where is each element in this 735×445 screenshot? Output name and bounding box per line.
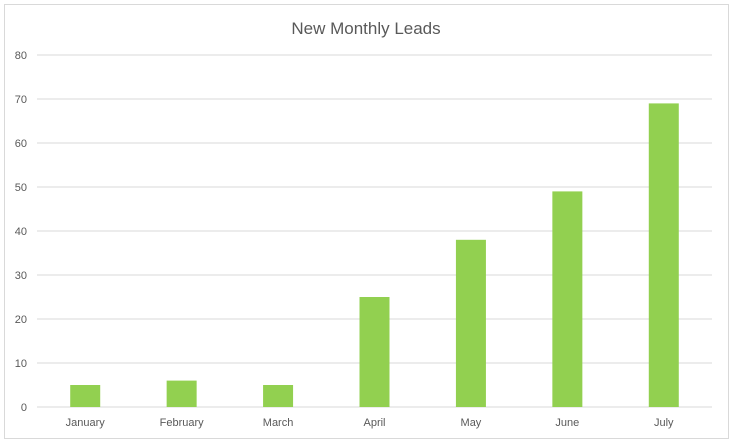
x-tick-label: July — [654, 417, 674, 429]
x-axis-ticks: January February March April May June July — [66, 417, 674, 429]
x-tick-label: June — [555, 417, 579, 429]
y-tick-label: 0 — [21, 402, 27, 414]
x-tick-label: March — [263, 417, 294, 429]
bar-february — [166, 380, 197, 407]
y-tick-label: 60 — [15, 138, 27, 150]
y-tick-label: 10 — [15, 358, 27, 370]
y-axis-ticks: 0 10 20 30 40 50 60 70 80 — [15, 50, 27, 414]
y-tick-label: 50 — [15, 182, 27, 194]
bar-march — [263, 385, 294, 407]
bar-may — [455, 239, 486, 407]
y-tick-label: 80 — [15, 50, 27, 62]
y-tick-label: 70 — [15, 94, 27, 106]
x-tick-label: February — [160, 417, 205, 429]
bars — [70, 103, 679, 408]
bar-january — [70, 385, 101, 407]
chart-title: New Monthly Leads — [291, 19, 440, 38]
y-tick-label: 40 — [15, 226, 27, 238]
y-tick-label: 20 — [15, 314, 27, 326]
x-tick-label: April — [363, 417, 385, 429]
gridlines — [37, 54, 712, 408]
bar-june — [552, 191, 583, 407]
bar-april — [359, 297, 390, 407]
bar-july — [648, 103, 679, 408]
y-tick-label: 30 — [15, 270, 27, 282]
x-tick-label: May — [461, 417, 482, 429]
x-tick-label: January — [66, 417, 106, 429]
